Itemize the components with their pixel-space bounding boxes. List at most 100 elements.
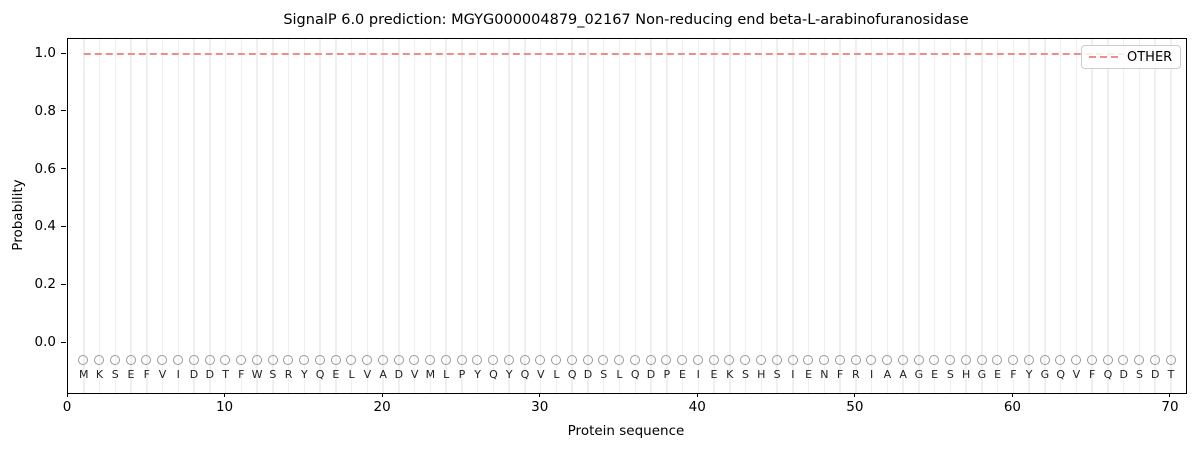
x-tick-mark [696,393,698,397]
gridline [792,39,794,393]
y-tick-mark [61,283,66,285]
residue-letter: D [394,368,404,381]
gridline [146,39,148,393]
residue-letter: V [536,368,545,381]
residue-marker-circle [866,355,877,366]
x-tick-mark [1169,393,1171,397]
residue-marker-circle [425,355,436,366]
residue-marker-circle [882,355,893,366]
legend-label-other: OTHER [1127,49,1173,65]
gridline [429,39,432,393]
gridline [760,39,763,393]
residue-marker-circle [566,355,577,366]
x-tick-label: 0 [62,399,72,415]
residue-letter: S [600,368,608,381]
gridline [650,39,652,393]
residue-letter: D [1119,368,1128,381]
gridline [1107,39,1109,393]
gridline [476,39,479,393]
residue-letter: N [820,368,829,381]
residue-letter: E [332,368,340,381]
x-tick-mark [539,393,541,397]
gridline [1075,39,1078,393]
residue-letter: S [773,368,781,381]
residue-marker-circle [677,355,688,366]
residue-marker-circle [756,355,766,366]
residue-marker-circle [850,355,861,366]
residue-letter: L [616,368,623,381]
residue-letter: S [946,368,954,381]
residue-marker-circle [724,355,735,366]
residue-marker-circle [661,355,672,366]
residue-marker-circle [740,355,751,366]
residue-marker-circle [519,355,530,366]
residue-letter: A [883,368,892,381]
residue-marker-circle [362,355,373,366]
chart-title: SignalP 6.0 prediction: MGYG000004879_02… [283,12,969,28]
gridline [571,39,573,393]
residue-letter: A [899,368,907,381]
x-tick-label: 70 [1161,399,1179,415]
gridline [587,39,589,393]
residue-marker-circle [582,355,593,366]
gridline [697,39,700,393]
residue-letter: E [127,368,135,381]
residue-letter: E [679,368,686,381]
residue-letter: V [158,368,167,381]
residue-marker-circle [488,355,499,366]
residue-letter: P [458,368,466,381]
residue-marker-circle [503,355,514,366]
gridline [319,39,321,393]
gridline [492,39,495,393]
residue-marker-circle [929,355,940,366]
residue-letter: L [443,368,450,381]
gridline [382,39,384,393]
gridline [965,39,967,393]
gridline [508,39,510,393]
residue-marker-circle [94,355,105,366]
x-tick-mark [66,393,68,397]
residue-marker-circle [157,355,168,366]
x-tick-label: 20 [373,399,391,415]
residue-letter: H [757,368,766,381]
residue-letter: S [111,368,119,381]
residue-marker-circle [141,355,152,366]
residue-marker-circle [614,355,625,366]
residue-letter: D [1150,368,1160,381]
residue-marker-circle [377,355,388,366]
residue-marker-circle [188,355,199,366]
gridline [256,39,258,393]
gridline [224,39,227,393]
gridline [918,39,920,393]
gridline [1044,39,1046,393]
x-tick-mark [854,393,856,397]
gridline [461,39,463,393]
legend-dashed-line-sample [1089,56,1119,58]
residue-letter: E [931,368,939,381]
gridline [602,39,605,393]
gridline [413,39,416,393]
y-tick-mark [61,168,66,170]
residue-letter: Q [315,368,325,381]
gridline [303,39,306,393]
residue-marker-circle [708,355,719,366]
y-tick-mark [61,225,66,227]
residue-marker-circle [1086,355,1097,366]
y-tick-label: 0.8 [34,102,56,119]
residue-marker-circle [819,355,830,366]
residue-letter: Y [1025,368,1033,381]
gridline [366,39,369,393]
gridline [981,39,983,393]
gridline [902,39,904,393]
residue-letter: E [994,368,1002,381]
residue-marker-circle [314,355,325,366]
residue-letter: V [1072,368,1081,381]
residue-letter: M [79,368,89,381]
residue-letter: V [410,368,419,381]
residue-marker-circle [945,355,956,366]
residue-letter: I [696,368,700,381]
residue-marker-circle [1023,355,1034,366]
residue-letter: A [379,368,387,381]
residue-marker-circle [1102,355,1113,366]
